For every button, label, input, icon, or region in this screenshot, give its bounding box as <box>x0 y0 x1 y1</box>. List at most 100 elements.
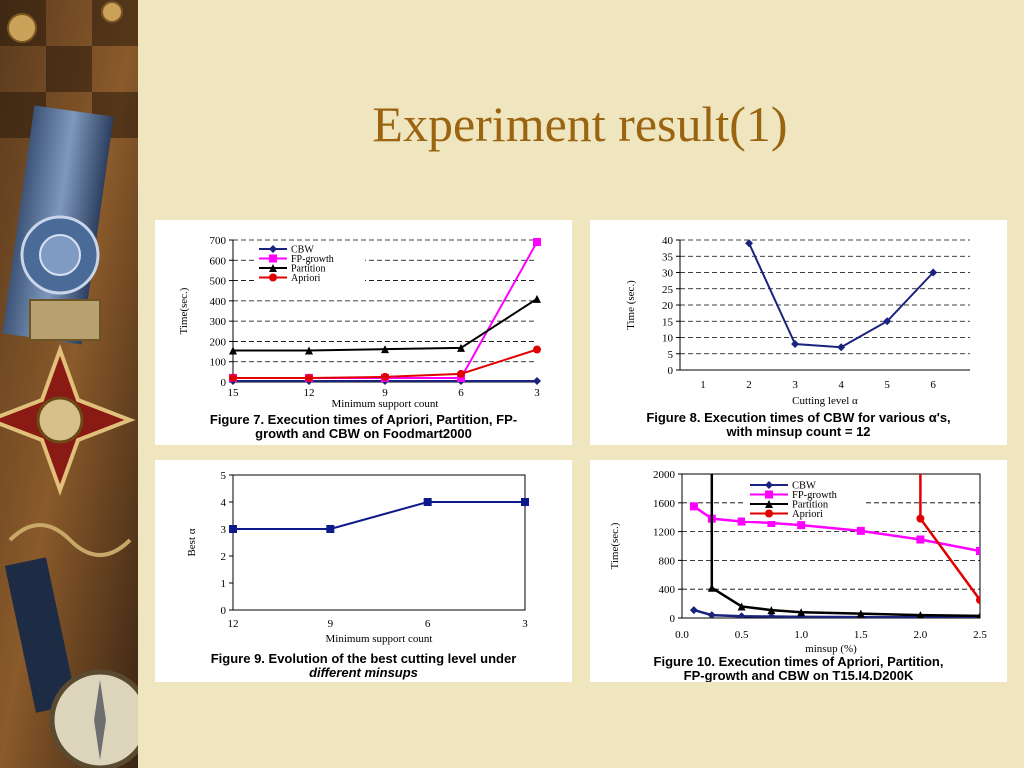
button-icon <box>101 1 123 23</box>
x-tick-label: 5 <box>884 379 890 391</box>
legend-marker <box>765 490 773 499</box>
data-point <box>737 612 746 618</box>
y-tick-label: 800 <box>659 555 676 567</box>
data-point <box>326 525 335 533</box>
data-point <box>707 611 716 618</box>
data-point <box>689 502 698 511</box>
x-tick-label: 3 <box>522 618 528 630</box>
data-point <box>797 521 806 530</box>
x-tick-label: 9 <box>382 387 388 399</box>
legend-label: Apriori <box>291 273 321 284</box>
legend-label: Partition <box>792 500 829 511</box>
x-tick-label: 2.0 <box>914 629 928 641</box>
y-tick-label: 500 <box>210 276 227 288</box>
y-axis-label: Time(sec.) <box>609 522 621 569</box>
y-tick-label: 5 <box>221 470 227 482</box>
legend-label: Partition <box>291 264 325 275</box>
y-tick-label: 400 <box>210 296 227 308</box>
x-axis-label: Cutting level α <box>792 395 858 407</box>
data-point <box>305 373 313 382</box>
series-line-cbw <box>693 608 980 618</box>
x-tick-label: 6 <box>458 387 464 399</box>
ornament <box>8 523 132 557</box>
data-point <box>457 343 465 352</box>
x-tick-label: 3 <box>792 379 798 391</box>
x-tick-label: 1 <box>700 379 706 391</box>
y-tick-label: 15 <box>662 316 674 328</box>
caption-line: Figure 10. Execution times of Apriori, P… <box>653 654 944 669</box>
plot-frame <box>232 474 526 611</box>
figure-10-caption: Figure 10. Execution times of Apriori, P… <box>590 654 1007 683</box>
series-line-apriori <box>919 474 980 601</box>
y-tick-label: 600 <box>210 255 227 267</box>
x-tick-label: 12 <box>228 618 239 630</box>
caption-line: growth and CBW on Foodmart2000 <box>255 426 472 441</box>
caption-line: FP-growth and CBW on T15.I4.D200K <box>683 668 914 683</box>
y-tick-label: 100 <box>210 357 227 369</box>
x-tick-label: 12 <box>304 387 315 399</box>
y-tick-label: 300 <box>210 316 227 328</box>
data-point <box>767 606 776 615</box>
y-tick-label: 25 <box>662 284 674 296</box>
data-point <box>767 518 776 527</box>
figure-8-caption: Figure 8. Execution times of CBW for var… <box>590 411 1007 439</box>
data-point <box>916 535 925 544</box>
data-point <box>533 345 541 354</box>
legend-marker <box>765 481 773 489</box>
caption-line: Figure 7. Execution times of Apriori, Pa… <box>209 412 518 427</box>
legend-label: Apriori <box>792 509 823 520</box>
data-point <box>883 317 892 326</box>
y-tick-label: 1 <box>221 578 227 590</box>
y-tick-label: 5 <box>668 349 674 361</box>
data-point <box>976 547 980 556</box>
data-point <box>423 498 432 506</box>
data-point <box>533 376 541 385</box>
rosette-center <box>39 234 81 276</box>
x-tick-label: 2 <box>746 379 752 391</box>
x-tick-label: 0.0 <box>675 629 689 641</box>
slide-title: Experiment result(1) <box>372 96 788 152</box>
data-point <box>856 526 865 535</box>
data-point <box>689 606 698 615</box>
legend-marker <box>765 509 773 518</box>
y-tick-label: 3 <box>221 524 227 536</box>
button-icon <box>7 13 37 43</box>
x-tick-label: 0.5 <box>735 629 749 641</box>
y-tick-label: 0 <box>668 365 674 377</box>
data-point <box>797 608 806 617</box>
x-tick-label: 15 <box>228 387 240 399</box>
data-point <box>737 517 746 526</box>
data-point <box>229 346 237 355</box>
y-tick-label: 2 <box>221 551 227 563</box>
data-point <box>916 611 924 618</box>
x-axis-label: Minimum support count <box>326 633 433 645</box>
y-tick-label: 700 <box>210 235 227 247</box>
data-point <box>791 340 800 348</box>
legend-label: CBW <box>792 481 816 492</box>
series-line-fp-growth <box>693 505 980 553</box>
caption-line: different minsups <box>309 665 418 680</box>
y-tick-label: 30 <box>662 268 674 280</box>
legend-marker <box>269 264 277 272</box>
data-point <box>707 583 716 592</box>
data-point <box>381 345 389 354</box>
y-tick-label: 20 <box>662 300 674 312</box>
data-point <box>533 238 541 247</box>
figure-9-caption: Figure 9. Evolution of the best cutting … <box>155 652 572 680</box>
x-tick-label: 6 <box>425 618 431 630</box>
figure-10-panel: 0 400 800 1200 1600 2000 Time(sec.) minsup (%) 0… <box>590 460 1007 682</box>
data-point <box>737 602 746 611</box>
y-tick-label: 10 <box>662 333 674 345</box>
checker-pattern <box>0 0 138 138</box>
legend-label: FP-growth <box>291 254 334 265</box>
legend-marker <box>765 500 773 508</box>
data-point <box>229 525 237 533</box>
data-point <box>745 239 754 248</box>
legend-label: FP-growth <box>792 490 838 501</box>
y-tick-label: 400 <box>659 584 676 596</box>
data-point <box>837 343 846 352</box>
decorative-medal-collage <box>0 0 138 768</box>
